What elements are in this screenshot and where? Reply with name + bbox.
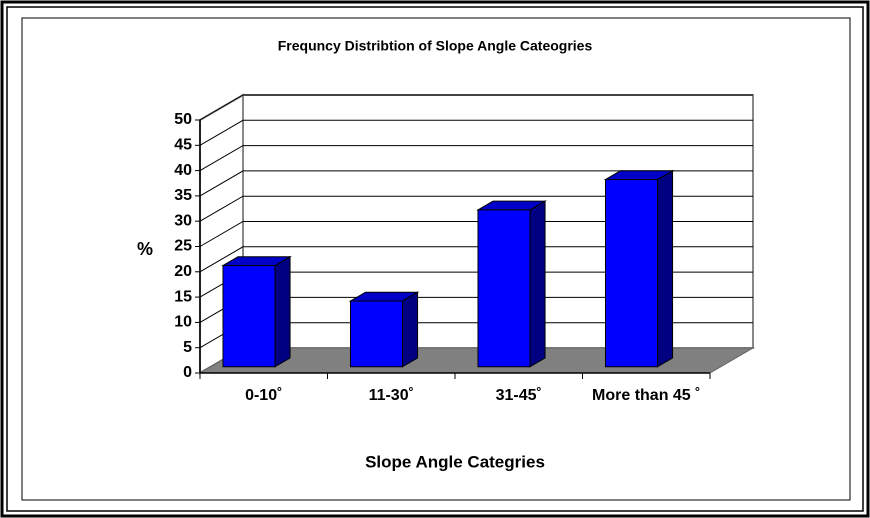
grid-line — [199, 94, 753, 121]
grid-line — [199, 119, 753, 146]
y-tick-label: 35 — [174, 187, 192, 204]
y-tick-label: 5 — [183, 339, 192, 356]
x-tick-label: 11-30˚ — [368, 387, 414, 404]
y-axis-label: % — [137, 239, 153, 259]
grid-line — [199, 195, 753, 222]
y-tick-label: 50 — [174, 111, 192, 128]
bar-side — [657, 169, 674, 368]
bar — [349, 300, 404, 368]
grid-line — [199, 170, 753, 197]
y-tick-label: 30 — [174, 212, 192, 229]
inner-frame — [6, 6, 864, 512]
x-axis-label: Slope Angle Categries — [365, 452, 545, 471]
y-tick-label: 25 — [174, 238, 192, 255]
grid-line — [199, 246, 753, 273]
grid-line — [199, 221, 753, 247]
grid-line — [199, 145, 753, 172]
bar-side — [402, 291, 419, 368]
x-tick-label: 0-10˚ — [245, 387, 283, 404]
y-tick-label: 40 — [174, 162, 192, 179]
y-tick-label: 15 — [174, 288, 192, 305]
bar — [477, 209, 531, 368]
x-tick-label: More than 45 ˚ — [592, 387, 701, 404]
bar — [604, 179, 659, 368]
chart-title: Frequncy Distribtion of Slope Angle Cate… — [278, 38, 593, 54]
bar-side — [529, 200, 546, 368]
plot-frame — [21, 17, 851, 501]
bar-side — [274, 255, 291, 368]
y-tick-label: 20 — [174, 263, 192, 280]
bar — [222, 265, 276, 368]
x-tick-label: 31-45˚ — [495, 387, 542, 404]
y-tick-label: 0 — [183, 364, 192, 381]
y-tick-label: 10 — [174, 314, 192, 331]
y-tick-label: 45 — [174, 137, 192, 154]
